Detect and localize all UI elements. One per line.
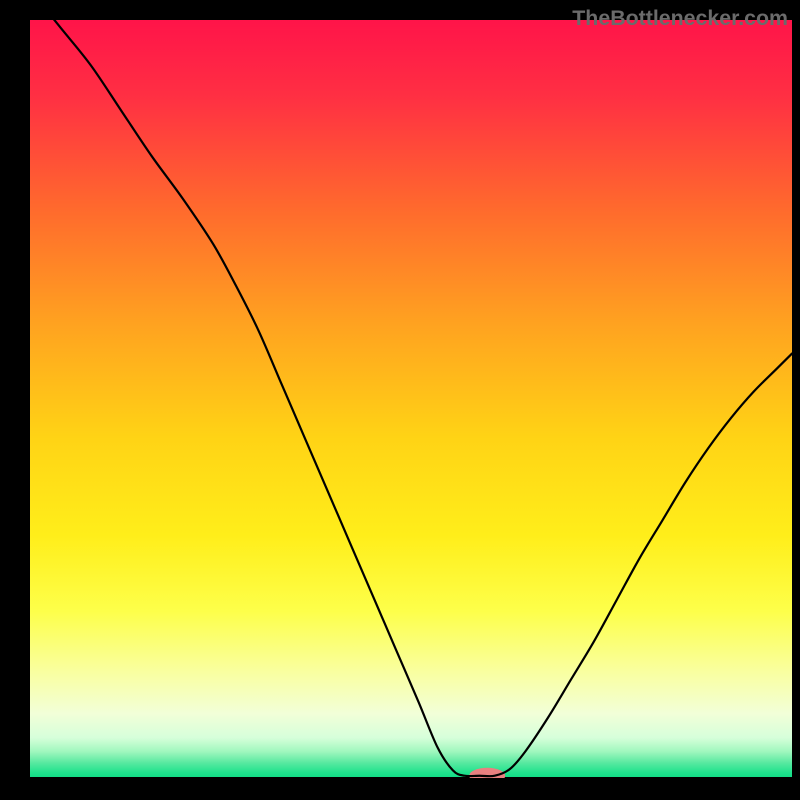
chart-gradient-panel [30,20,792,778]
watermark-text: TheBottlenecker.com [572,6,788,31]
